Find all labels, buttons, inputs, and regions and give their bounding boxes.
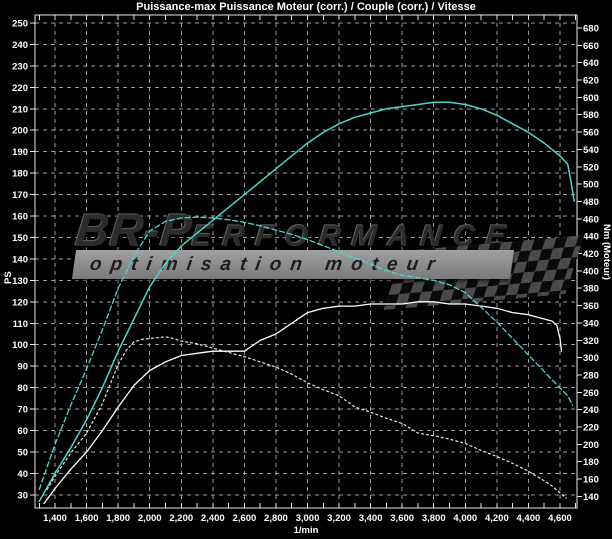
svg-text:110: 110 <box>13 319 28 330</box>
svg-text:240: 240 <box>583 405 599 416</box>
svg-text:120: 120 <box>12 297 28 308</box>
svg-text:1,800: 1,800 <box>106 513 130 524</box>
svg-text:170: 170 <box>12 190 28 201</box>
svg-text:480: 480 <box>583 197 599 208</box>
svg-text:2,000: 2,000 <box>138 513 162 524</box>
svg-text:1,400: 1,400 <box>43 513 67 524</box>
svg-text:140: 140 <box>583 492 599 503</box>
curve-couple-1 <box>38 216 574 491</box>
svg-text:500: 500 <box>583 180 599 191</box>
svg-text:520: 520 <box>583 162 599 173</box>
svg-text:340: 340 <box>583 318 599 329</box>
svg-text:1,600: 1,600 <box>75 513 99 524</box>
svg-text:90: 90 <box>17 362 28 373</box>
svg-text:4,200: 4,200 <box>485 513 509 524</box>
svg-text:70: 70 <box>17 405 28 416</box>
svg-text:300: 300 <box>583 353 599 364</box>
svg-text:380: 380 <box>583 284 599 295</box>
svg-text:540: 540 <box>583 145 599 156</box>
svg-text:3,400: 3,400 <box>359 513 383 524</box>
svg-text:100: 100 <box>12 340 28 351</box>
svg-text:4,600: 4,600 <box>548 513 572 524</box>
svg-text:2,600: 2,600 <box>232 513 256 524</box>
svg-text:640: 640 <box>583 58 599 69</box>
svg-text:200: 200 <box>583 440 599 451</box>
svg-text:440: 440 <box>583 232 599 243</box>
svg-text:560: 560 <box>583 128 599 139</box>
svg-text:580: 580 <box>583 110 599 121</box>
svg-text:140: 140 <box>12 254 28 265</box>
svg-text:260: 260 <box>583 388 599 399</box>
x-axis-unit: 1/min <box>293 525 319 536</box>
svg-text:460: 460 <box>583 214 599 225</box>
svg-text:180: 180 <box>12 169 28 180</box>
svg-text:160: 160 <box>583 475 599 486</box>
curve-puissance-2 <box>43 301 563 505</box>
svg-text:80: 80 <box>17 383 28 394</box>
svg-text:360: 360 <box>583 301 599 312</box>
svg-text:280: 280 <box>583 370 599 381</box>
svg-text:3,600: 3,600 <box>390 513 414 524</box>
svg-text:60: 60 <box>17 426 28 437</box>
svg-text:160: 160 <box>12 212 28 223</box>
svg-text:200: 200 <box>12 126 28 137</box>
curve-couple-2 <box>46 336 567 499</box>
svg-text:220: 220 <box>12 83 28 94</box>
svg-text:40: 40 <box>17 469 28 480</box>
svg-text:400: 400 <box>583 266 599 277</box>
svg-text:30: 30 <box>17 490 28 501</box>
svg-text:130: 130 <box>12 276 28 287</box>
svg-text:3,000: 3,000 <box>296 513 320 524</box>
svg-text:190: 190 <box>12 147 28 158</box>
chart-title: Puissance-max Puissance Moteur (corr.) /… <box>136 1 476 13</box>
svg-text:680: 680 <box>583 24 599 35</box>
svg-text:50: 50 <box>17 448 28 459</box>
svg-text:180: 180 <box>583 457 599 468</box>
svg-text:320: 320 <box>583 336 599 347</box>
svg-text:420: 420 <box>583 249 599 260</box>
svg-text:4,400: 4,400 <box>517 513 541 524</box>
svg-text:220: 220 <box>583 422 599 433</box>
svg-text:2,400: 2,400 <box>201 513 225 524</box>
curve-puissance-1 <box>38 101 575 503</box>
svg-text:600: 600 <box>583 93 599 104</box>
svg-text:2,800: 2,800 <box>264 513 288 524</box>
svg-text:660: 660 <box>583 41 599 52</box>
svg-text:210: 210 <box>12 104 28 115</box>
svg-text:150: 150 <box>12 233 28 244</box>
svg-text:2,200: 2,200 <box>169 513 193 524</box>
svg-text:3,200: 3,200 <box>327 513 351 524</box>
svg-text:3,800: 3,800 <box>422 513 446 524</box>
svg-text:620: 620 <box>583 76 599 87</box>
svg-text:240: 240 <box>12 40 28 51</box>
svg-text:230: 230 <box>12 61 28 72</box>
svg-text:4,000: 4,000 <box>453 513 477 524</box>
svg-text:250: 250 <box>12 18 28 29</box>
